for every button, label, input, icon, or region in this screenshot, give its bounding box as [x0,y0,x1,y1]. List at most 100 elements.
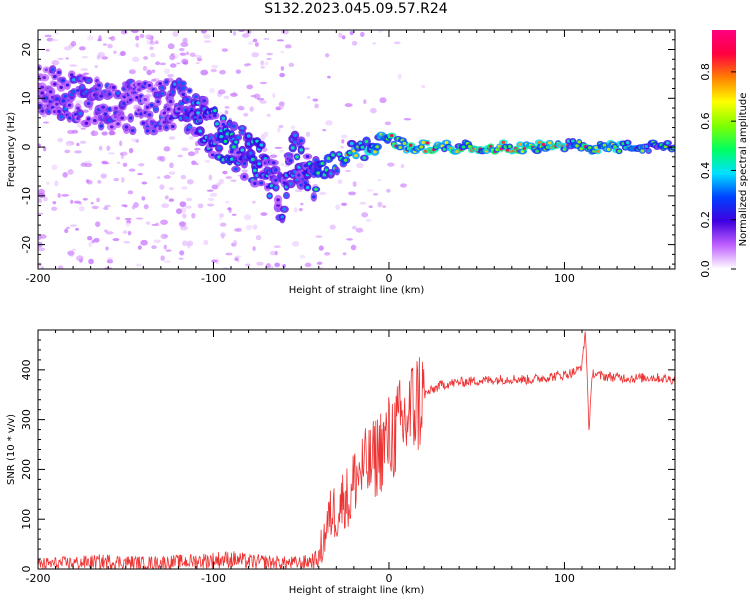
heatmap-cell [87,236,93,241]
heatmap-cell [246,84,254,90]
heatmap-cell [185,205,192,209]
heatmap-cell [57,193,61,198]
heatmap-cell [256,261,264,266]
heatmap-cell [170,124,175,129]
heatmap-cell [151,223,158,226]
heatmap-cell [231,213,237,216]
heatmap-cell [121,204,127,207]
heatmap-cell [382,205,387,208]
heatmap-cell [145,221,151,225]
heatmap-cell [194,94,198,99]
heatmap-cell [211,64,219,69]
heatmap-cell [145,129,150,133]
heatmap-cell [51,206,58,211]
heatmap-cell [121,151,128,156]
heatmap-cell [276,198,280,202]
heatmap-cell [71,78,76,82]
heatmap-cell [326,156,331,161]
heatmap-cell [116,161,121,164]
heatmap-cell [240,148,245,152]
heatmap-cell [146,40,151,45]
heatmap-cell [154,40,159,45]
heatmap-cell [40,91,45,95]
heatmap-cell [143,204,149,210]
heatmap-cell [221,116,226,120]
heatmap-cell [272,92,276,99]
heatmap-cell [112,85,116,90]
heatmap-cell [195,61,200,65]
heatmap-cell [252,200,256,204]
heatmap-cell [82,72,90,76]
heatmap-cell [275,106,282,111]
heatmap-cell [373,150,377,154]
heatmap-cell [109,131,116,136]
heatmap-cell [594,146,598,150]
heatmap-cell [253,182,257,186]
heatmap-cell [103,112,108,116]
heatmap-cell [66,226,70,230]
heatmap-cell [260,134,266,141]
heatmap-cell [130,30,139,34]
heatmap-cell [70,40,77,47]
heatmap-cell [101,131,108,136]
heatmap-cell [187,240,194,247]
heatmap-cell [106,257,114,260]
heatmap-cell [84,160,92,164]
heatmap-cell [259,81,268,85]
heatmap-cell [230,179,237,182]
heatmap-cell [665,141,670,145]
heatmap-cell [133,201,139,208]
snr-ytick-label: 200 [20,459,33,480]
heatmap-cell [347,151,352,155]
heatmap-cell [196,101,200,105]
heatmap-cell [59,85,63,90]
heatmap-cell [303,181,308,185]
heatmap-cell [202,99,207,103]
heatmap-cell [156,156,164,161]
heatmap-cell [364,139,369,144]
heatmap-cell [360,145,365,149]
heatmap-cell [352,181,357,187]
heatmap-cell [135,35,140,41]
heatmap-cell [352,225,357,230]
heatmap-cell [97,38,102,42]
snr-xtick-label: -100 [201,572,226,585]
heatmap-cell [314,103,319,109]
heatmap-cell [259,100,268,104]
heatmap-cell [522,146,527,151]
heatmap-cell [128,147,134,154]
heatmap-cell [222,170,228,175]
heatmap-cell [206,203,215,207]
heatmap-cell [67,250,75,256]
heatmap-cell [368,205,373,209]
heatmap-cell [169,63,177,68]
heatmap-cell [139,33,145,39]
heatmap-cell [210,153,215,157]
heatmap-cell [272,161,276,165]
heatmap-cell [259,181,264,185]
heatmap-cell [245,263,251,267]
heatmap-cell [400,183,407,188]
heatmap-cell [181,81,186,86]
snr-ytick-label: 0 [20,566,33,573]
heatmap-cell [387,162,395,167]
heatmap-cell [158,126,162,131]
heatmap-cell [290,125,296,130]
heatmap-cell [408,143,413,147]
heatmap-cell [247,41,254,45]
heatmap-cell [221,122,226,127]
heatmap-cell [337,179,343,185]
heatmap-cell [219,129,224,133]
heatmap-cell [220,232,226,238]
heatmap-cell [421,140,426,144]
heatmap-cell [106,259,114,264]
heatmap-cell [163,174,171,179]
heatmap-cell [55,102,59,106]
heatmap-cell [335,204,341,211]
heatmap-cell [88,241,93,248]
heatmap-cell [575,144,579,148]
heatmap-cell [181,147,189,152]
heatmap-cell [269,265,275,269]
heatmap-cell [61,99,66,103]
